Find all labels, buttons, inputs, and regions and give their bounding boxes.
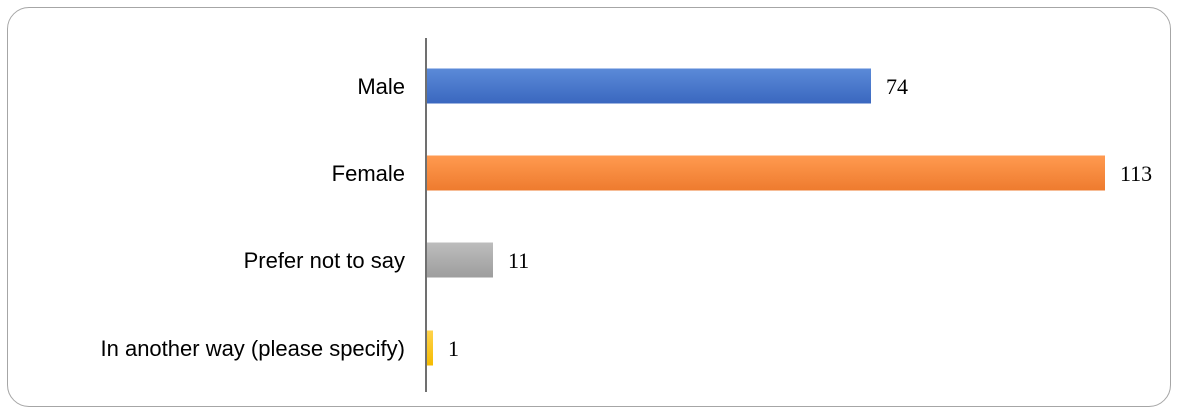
category-label-in-another-way-please-specify: In another way (please specify) <box>101 336 406 361</box>
value-label-female: 113 <box>1120 161 1152 186</box>
bar-male <box>427 68 871 104</box>
bars-layer: Male 74 Female 113 Prefer not to say 11 In ano… <box>101 68 1152 366</box>
bar-prefer-not-to-say <box>427 242 493 278</box>
value-label-male: 74 <box>886 74 908 99</box>
value-label-in-another-way-please-specify: 1 <box>448 336 459 361</box>
bar-female <box>427 155 1105 191</box>
bar-in-another-way-please-specify <box>427 330 433 366</box>
value-label-prefer-not-to-say: 11 <box>508 248 529 273</box>
category-label-male: Male <box>357 74 405 99</box>
category-label-prefer-not-to-say: Prefer not to say <box>244 248 405 273</box>
category-label-female: Female <box>332 161 405 186</box>
